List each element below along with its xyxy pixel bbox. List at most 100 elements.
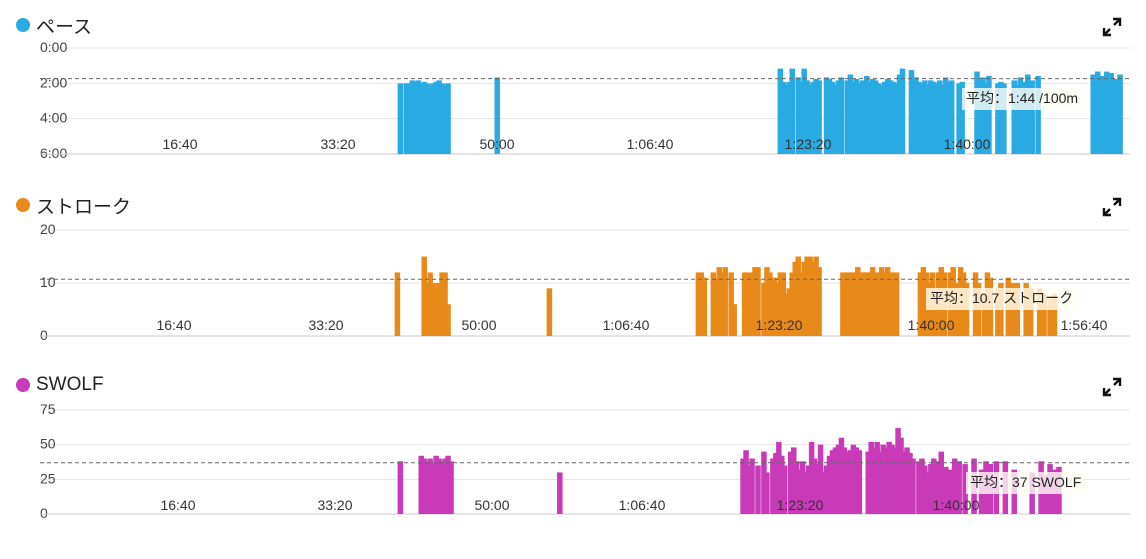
swolf-bar — [799, 461, 806, 514]
stroke-expand-icon[interactable] — [1102, 197, 1122, 217]
swolf-bar — [793, 461, 800, 514]
swolf-bar — [418, 455, 424, 514]
pace-bar — [406, 83, 413, 154]
pace-bar — [878, 84, 885, 154]
pace-bar — [844, 80, 851, 154]
pace-bar — [977, 80, 983, 154]
pace-bar — [397, 83, 404, 154]
stroke-y-tick-label: 20 — [40, 221, 56, 237]
swolf-bar — [907, 452, 913, 514]
stroke-x-tick-label: 50:00 — [461, 317, 496, 333]
pace-bar — [884, 78, 891, 154]
swolf-bar — [761, 451, 767, 514]
pace-bar — [908, 70, 915, 154]
stroke-bar — [716, 267, 722, 336]
swolf-bar — [883, 447, 889, 514]
pace-expand-icon[interactable] — [1102, 17, 1122, 37]
swolf-bar — [919, 458, 925, 514]
pace-y-tick-label: 6:00 — [40, 145, 67, 161]
swolf-bar — [557, 472, 563, 514]
stroke-bar — [767, 272, 773, 336]
swolf-x-tick-label: 50:00 — [474, 497, 509, 513]
swolf-bar — [442, 458, 448, 514]
pace-title: ペース — [36, 16, 93, 38]
stroke-bar — [774, 283, 781, 336]
pace-bar — [916, 81, 922, 154]
swolf-bar — [779, 455, 785, 514]
swolf-bar — [895, 428, 901, 514]
stroke-bar — [804, 256, 810, 336]
pace-bar — [956, 83, 962, 154]
pace-y-tick-label: 2:00 — [40, 74, 67, 90]
stroke-bar — [439, 272, 445, 336]
stroke-bar — [741, 272, 748, 336]
pace-bar — [1029, 80, 1035, 154]
stroke-average-label-bg — [926, 288, 1078, 310]
pace-bar — [1099, 75, 1105, 154]
pace-bar — [1090, 74, 1096, 154]
pace-bar — [1108, 73, 1114, 154]
pace-bar — [872, 80, 879, 154]
stroke-bar — [394, 272, 401, 336]
stroke-x-tick-label: 1:23:20 — [756, 317, 803, 333]
pace-bar — [875, 83, 882, 154]
stroke-bar — [424, 283, 430, 336]
stroke-bar — [861, 272, 867, 336]
swolf-bar — [427, 458, 433, 514]
pace-bar — [859, 80, 866, 154]
swolf-bar — [931, 458, 937, 514]
pace-bar — [424, 83, 430, 154]
pace-bar — [835, 80, 842, 154]
pace-bar — [829, 81, 836, 154]
pace-bar — [409, 80, 416, 154]
pace-bar — [945, 81, 952, 154]
stroke-x-tick-label: 1:40:00 — [908, 317, 955, 333]
swolf-bar — [922, 465, 928, 514]
stroke-bar — [843, 272, 849, 336]
stroke-x-tick-label: 1:06:40 — [603, 317, 650, 333]
stroke-bar — [695, 272, 702, 336]
pace-bar — [980, 77, 986, 154]
pace-y-tick-label: 4:00 — [40, 110, 67, 126]
swolf-y-tick-label: 50 — [40, 436, 56, 452]
stroke-bar — [852, 272, 858, 336]
swolf-bar — [850, 444, 857, 514]
pace-bar — [439, 83, 445, 154]
swolf-bar — [823, 465, 830, 514]
stroke-bar — [792, 261, 798, 336]
stroke-bar — [881, 272, 888, 336]
swolf-bar — [755, 465, 761, 514]
swolf-x-tick-label: 1:40:00 — [933, 497, 980, 513]
pace-bar — [1024, 74, 1031, 154]
pace-bar — [823, 77, 830, 154]
swolf-bar — [874, 441, 880, 514]
stroke-bar — [855, 267, 861, 336]
pace-bar — [783, 84, 790, 154]
pace-bar — [436, 80, 442, 154]
stroke-bar — [981, 293, 988, 336]
swolf-bar — [788, 451, 794, 514]
swolf-bar — [439, 461, 445, 514]
swolf-x-tick-label: 33:20 — [317, 497, 352, 513]
pace-bar — [1017, 77, 1023, 154]
stroke-bar — [777, 272, 784, 336]
swolf-bar — [841, 447, 848, 514]
stroke-bar — [1047, 298, 1053, 336]
pace-bar — [777, 68, 784, 154]
stroke-chart: 20 10 0 16:40 33:20 50:00 1:06:40 1:23:20 1:40:0… — [40, 221, 1130, 343]
pace-bar — [1117, 74, 1123, 154]
pace-bar — [959, 81, 965, 154]
swolf-bar — [445, 455, 451, 514]
swolf-bar — [805, 465, 812, 514]
pace-bar — [893, 83, 900, 154]
stroke-bar — [1036, 288, 1043, 336]
swolf-expand-icon[interactable] — [1102, 377, 1122, 397]
pace-bar — [403, 83, 410, 154]
swolf-bar — [916, 461, 922, 514]
swolf-bar — [802, 472, 809, 514]
pace-bar — [925, 84, 931, 154]
pace-bar — [942, 77, 949, 154]
stroke-bar — [698, 272, 705, 336]
pace-header: ペース — [16, 13, 93, 38]
swolf-bar — [947, 469, 953, 514]
